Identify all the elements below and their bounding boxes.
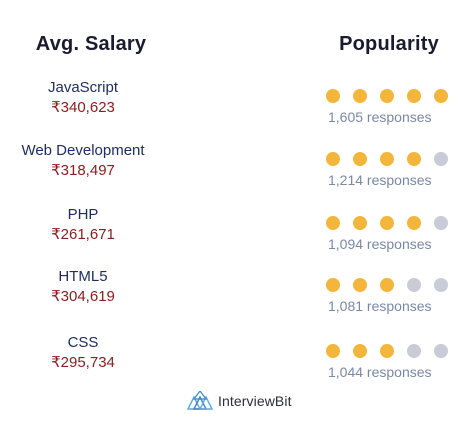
list-item: HTML5 ₹304,619 1,081 responses	[0, 268, 474, 314]
list-item: JavaScript ₹340,623 1,605 responses	[0, 79, 474, 125]
rating-dot-filled	[380, 152, 394, 166]
rating-dot-empty	[434, 278, 448, 292]
language-name: HTML5	[58, 268, 108, 285]
logo-text: InterviewBit	[218, 393, 292, 409]
language-name: PHP	[67, 206, 99, 223]
rating-dot-empty	[407, 344, 421, 358]
language-name: CSS	[67, 334, 99, 351]
list-item: PHP ₹261,671 1,094 responses	[0, 206, 474, 252]
rating-dot-filled	[380, 344, 394, 358]
popularity-rating	[326, 152, 456, 166]
rating-dot-filled	[353, 89, 367, 103]
rating-dot-filled	[353, 216, 367, 230]
popularity-header: Popularity	[339, 33, 439, 55]
avg-salary-value: ₹318,497	[51, 162, 115, 179]
responses-count: 1,214 responses	[328, 172, 432, 188]
rating-dot-filled	[326, 278, 340, 292]
rating-dot-filled	[326, 344, 340, 358]
rating-dot-filled	[353, 152, 367, 166]
list-item: Web Development ₹318,497 1,214 responses	[0, 142, 474, 188]
responses-count: 1,094 responses	[328, 236, 432, 252]
rating-dot-filled	[380, 216, 394, 230]
rating-dot-filled	[407, 152, 421, 166]
popularity-rating	[326, 89, 456, 103]
rating-dot-filled	[380, 278, 394, 292]
rating-dot-empty	[407, 278, 421, 292]
responses-count: 1,044 responses	[328, 364, 432, 380]
rating-dot-empty	[434, 152, 448, 166]
rating-dot-filled	[434, 89, 448, 103]
rating-dot-filled	[326, 216, 340, 230]
rating-dot-filled	[353, 278, 367, 292]
popularity-rating	[326, 216, 456, 230]
interviewbit-logo: InterviewBit	[186, 390, 292, 412]
rating-dot-filled	[407, 89, 421, 103]
language-name: Web Development	[21, 142, 145, 159]
avg-salary-value: ₹340,623	[51, 99, 115, 116]
responses-count: 1,605 responses	[328, 109, 432, 125]
avg-salary-header: Avg. Salary	[35, 33, 147, 55]
rating-dot-filled	[353, 344, 367, 358]
avg-salary-value: ₹295,734	[51, 354, 115, 371]
rating-dot-filled	[326, 152, 340, 166]
avg-salary-value: ₹261,671	[51, 226, 115, 243]
rating-dot-filled	[326, 89, 340, 103]
rating-dot-filled	[407, 216, 421, 230]
popularity-rating	[326, 278, 456, 292]
avg-salary-value: ₹304,619	[51, 288, 115, 305]
responses-count: 1,081 responses	[328, 298, 432, 314]
rating-dot-filled	[380, 89, 394, 103]
interviewbit-logo-icon	[186, 391, 214, 410]
popularity-rating	[326, 344, 456, 358]
rating-dot-empty	[434, 344, 448, 358]
rating-dot-empty	[434, 216, 448, 230]
list-item: CSS ₹295,734 1,044 responses	[0, 334, 474, 380]
language-name: JavaScript	[47, 79, 119, 96]
